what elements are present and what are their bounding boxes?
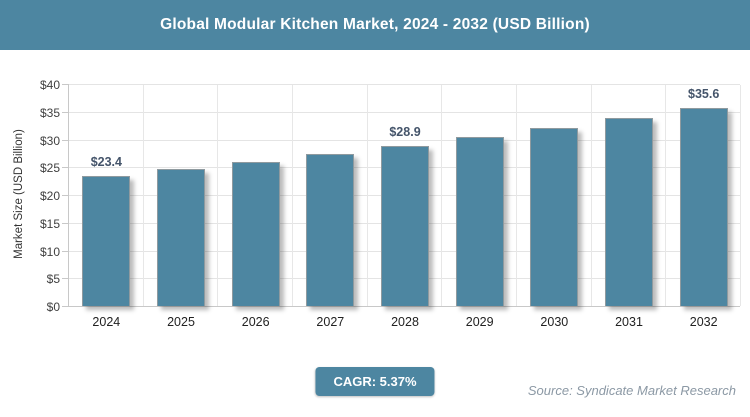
y-axis-tick: [62, 195, 69, 196]
x-axis-label: 2024: [92, 315, 121, 329]
x-axis-label: 2030: [540, 315, 569, 329]
y-tick-label: $30: [39, 133, 60, 148]
x-gridline: [516, 85, 517, 306]
y-tick-label: $5: [46, 272, 60, 287]
bar-2024: [82, 176, 131, 306]
y-tick-label: $40: [39, 78, 60, 92]
x-axis-label: 2025: [167, 315, 195, 329]
x-axis-label: 2028: [391, 315, 419, 329]
source-credit: Source: Syndicate Market Research: [527, 383, 736, 398]
chart-footer: CAGR: 5.37% Source: Syndicate Market Res…: [0, 340, 750, 417]
bar-2028: [381, 145, 429, 306]
y-axis-tick: [62, 222, 69, 224]
bar-value-label: $35.6: [688, 87, 720, 102]
x-axis-label: 2027: [316, 315, 345, 329]
x-gridline: [292, 85, 293, 306]
x-gridline: [217, 85, 219, 306]
y-tick-label: $0: [46, 300, 60, 314]
x-gridline: [740, 85, 741, 306]
x-gridline: [665, 85, 667, 306]
y-axis-tick: [62, 167, 69, 169]
y-tick-label: $10: [39, 244, 60, 259]
y-tick-label: $20: [39, 189, 60, 203]
x-axis-label: 2032: [689, 315, 718, 329]
x-gridline: [142, 85, 144, 306]
y-axis-tick: [62, 278, 69, 280]
bar-2032: [679, 108, 728, 306]
y-gridline: [69, 111, 740, 113]
y-axis-tick: [62, 250, 69, 252]
cagr-badge: CAGR: 5.37%: [315, 367, 435, 396]
x-axis-label: 2029: [465, 315, 494, 329]
bar-2029: [455, 137, 504, 306]
y-gridline: [69, 84, 740, 85]
y-tick-label: $15: [39, 216, 60, 231]
bar-2027: [306, 153, 355, 306]
y-tick-label: $25: [39, 161, 60, 176]
bar-value-label: $23.4: [90, 155, 122, 170]
y-axis-tick: [62, 139, 69, 141]
y-tick-label: $35: [39, 105, 60, 120]
bar-chart: Market Size (USD Billion) $0 $5 $10 $15 $20 $…: [0, 50, 750, 340]
bar-2025: [157, 168, 205, 306]
bar-2030: [530, 128, 579, 306]
bar-value-label: $28.9: [389, 124, 421, 139]
x-axis-label: 2026: [241, 315, 270, 329]
x-axis-label: 2031: [615, 315, 643, 329]
plot-area: $0 $5 $10 $15 $20 $25 $30 $35 $40 $23.4 2024 2025 20…: [40, 78, 741, 329]
chart-title-bar: Global Modular Kitchen Market, 2024 - 20…: [0, 0, 750, 50]
bar-2031: [605, 118, 653, 306]
x-gridline: [590, 85, 592, 306]
y-gridline: [69, 139, 740, 141]
x-gridline: [366, 85, 368, 306]
y-axis-tick: [62, 84, 69, 85]
bar-2026: [231, 161, 280, 306]
x-gridline: [441, 85, 443, 306]
chart-title: Global Modular Kitchen Market, 2024 - 20…: [160, 16, 590, 33]
y-axis-tick: [62, 111, 69, 113]
y-axis-tick: [62, 306, 69, 307]
